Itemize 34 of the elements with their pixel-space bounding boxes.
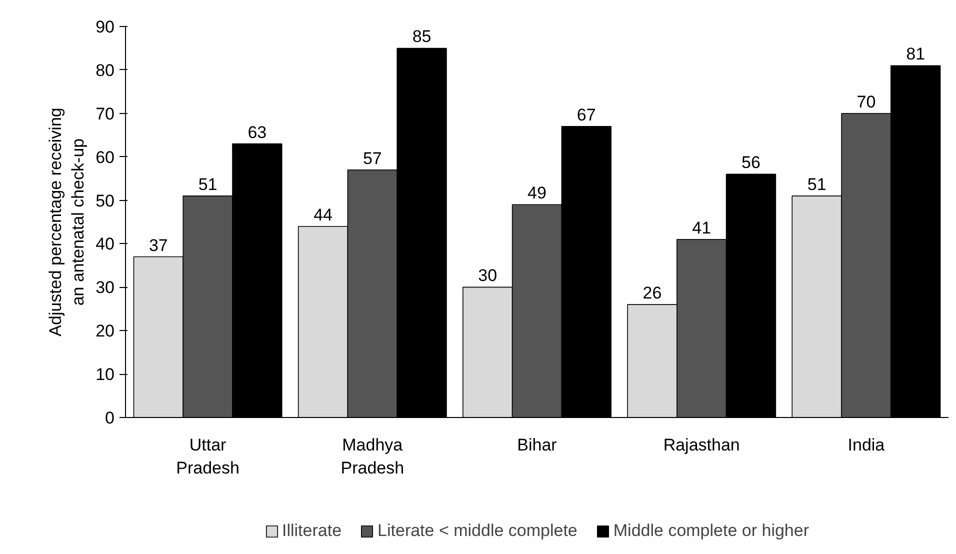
x-tick-label: Madhya Pradesh	[340, 436, 404, 478]
y-tick-label: 80	[96, 60, 115, 80]
x-tick-label: Uttar Pradesh	[176, 436, 240, 478]
y-tick-label: 60	[96, 148, 115, 167]
data-label: 57	[362, 148, 382, 168]
data-label: 51	[198, 174, 218, 194]
data-label: 41	[692, 218, 712, 238]
data-label: 85	[412, 27, 432, 46]
data-label: 81	[906, 44, 926, 64]
y-tick-label: 50	[96, 191, 115, 210]
data-label: 63	[248, 122, 267, 142]
data-label: 51	[807, 174, 826, 194]
legend-label: Illiterate	[282, 521, 342, 541]
data-label: 26	[642, 284, 662, 303]
legend-label: Literate < middle complete	[378, 521, 578, 541]
data-label: 37	[148, 236, 168, 255]
data-label: 49	[528, 184, 546, 203]
y-tick-label: 0	[105, 408, 115, 428]
y-tick-label: 70	[96, 104, 115, 124]
x-tick-label: Bihar	[517, 436, 558, 454]
y-tick-label: 20	[96, 322, 115, 341]
data-label: 67	[576, 105, 596, 124]
legend-label: Middle complete or higher	[613, 521, 809, 541]
data-label: 70	[856, 92, 876, 112]
x-tick-label: India	[848, 436, 886, 454]
data-label: 30	[478, 266, 498, 286]
data-label: 56	[742, 153, 760, 172]
y-tick-label: 90	[96, 18, 115, 36]
data-label: 44	[314, 205, 332, 224]
y-tick-label: 10	[96, 365, 115, 384]
y-tick-label: 40	[96, 234, 115, 254]
x-tick-label: Rajasthan	[663, 436, 740, 454]
y-axis-title: Adjusted percentage receiving an antenatal check-up	[46, 108, 88, 336]
y-tick-label: 30	[96, 278, 115, 298]
